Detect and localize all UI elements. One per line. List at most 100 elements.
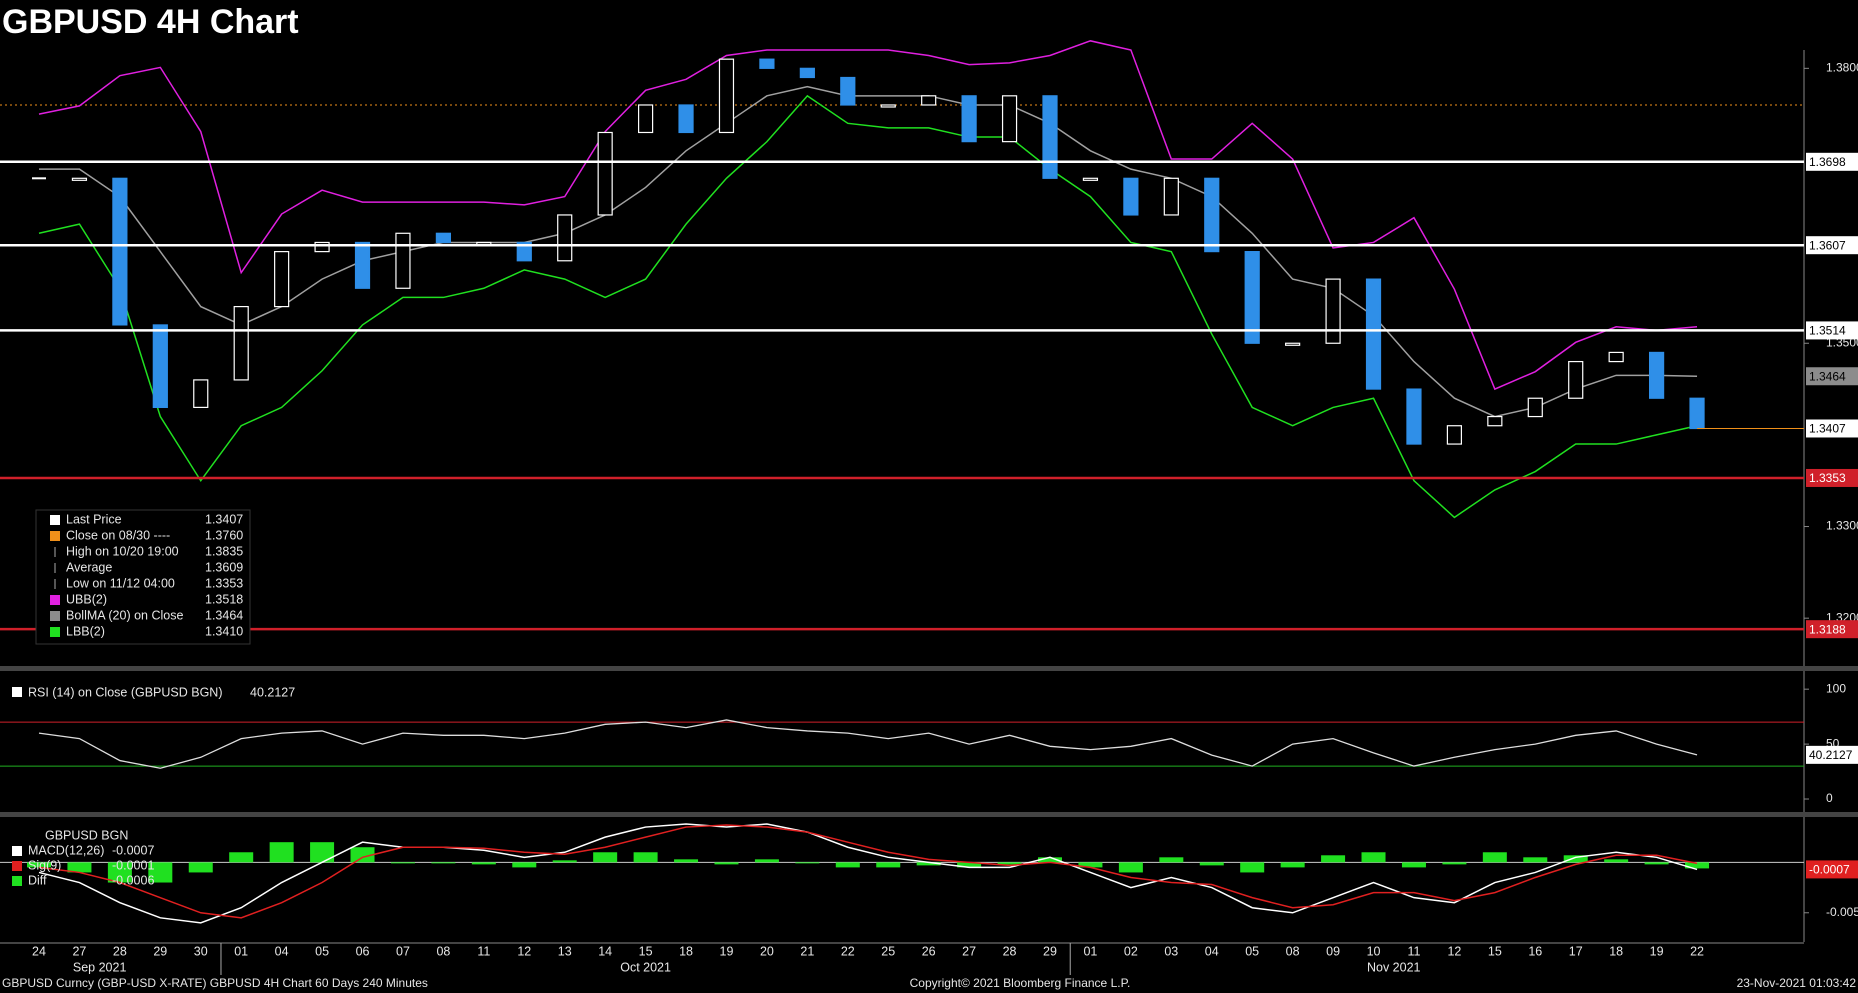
candle — [1648, 351, 1665, 399]
candle — [1244, 251, 1260, 344]
histogram-bar — [1685, 862, 1710, 869]
x-tick-label: 05 — [1245, 944, 1259, 958]
last-value-box — [1806, 745, 1858, 764]
legend-label: BollMA (20) on Close — [66, 608, 183, 622]
legend-value: 1.3407 — [205, 512, 243, 526]
histogram-bar — [795, 862, 820, 864]
x-tick-label: 19 — [1650, 944, 1664, 958]
x-tick-label: 16 — [1528, 944, 1542, 958]
candle — [840, 76, 856, 106]
histogram-bar — [1523, 857, 1548, 863]
series-line — [38, 824, 1698, 919]
month-label: Sep 2021 — [73, 960, 127, 974]
candle — [395, 232, 411, 289]
x-tick-label: 14 — [598, 944, 612, 958]
x-tick-label: 15 — [639, 944, 653, 958]
price-marker-label: 1.3464 — [1809, 369, 1846, 383]
candle — [112, 177, 128, 326]
level-box — [1806, 468, 1858, 487]
candle — [1689, 397, 1705, 430]
candle — [1527, 397, 1543, 418]
candle — [961, 95, 977, 143]
histogram-bar — [1280, 862, 1305, 868]
candle — [718, 58, 735, 134]
candle — [1487, 415, 1503, 427]
histogram-bar — [67, 862, 92, 873]
candle — [314, 241, 330, 253]
candle — [1446, 425, 1463, 445]
footer-center: Copyright© 2021 Bloomberg Finance L.P. — [910, 976, 1131, 990]
legend-label: Average — [66, 560, 112, 574]
x-tick-label: 25 — [881, 944, 895, 958]
histogram-bar — [1321, 855, 1346, 863]
price-marker-box — [1806, 419, 1858, 438]
candle — [1285, 342, 1301, 346]
histogram-bar — [1644, 862, 1669, 865]
candle — [193, 379, 209, 409]
histogram-bar — [1482, 852, 1507, 863]
histogram-bar — [1361, 852, 1386, 863]
legend-value: 1.3609 — [205, 560, 243, 574]
last-value-box — [1806, 860, 1858, 879]
x-tick-label: 30 — [194, 944, 208, 958]
y-tick-label: 1.3300 — [1826, 519, 1858, 533]
x-tick-label: 28 — [113, 944, 127, 958]
histogram-bar — [957, 862, 982, 868]
panel-title: GBPUSD BGN — [45, 828, 128, 842]
level-label: 1.3698 — [1809, 155, 1846, 169]
histogram-bar — [1401, 862, 1426, 868]
candle — [152, 324, 168, 409]
histogram-bar — [754, 859, 779, 863]
histogram-bar — [1038, 857, 1062, 863]
legend-swatch — [50, 627, 60, 637]
legend-value: 1.3410 — [205, 624, 243, 638]
y-tick-label: 100 — [1826, 681, 1846, 695]
histogram-bar — [1604, 859, 1629, 863]
histogram-bar — [997, 862, 1022, 865]
x-tick-label: 03 — [1164, 944, 1178, 958]
panel-separator — [0, 812, 1858, 817]
candle — [1365, 278, 1382, 390]
x-tick-label: 18 — [679, 944, 693, 958]
x-tick-label: 29 — [1043, 944, 1057, 958]
legend-label: LBB(2) — [66, 624, 105, 638]
histogram-bar — [835, 862, 860, 868]
x-tick-label: 09 — [1326, 944, 1340, 958]
x-tick-label: 20 — [760, 944, 774, 958]
x-tick-label: 06 — [356, 944, 370, 958]
histogram-bar — [350, 847, 375, 863]
candle — [637, 104, 654, 134]
x-tick-label: 05 — [315, 944, 329, 958]
candle — [1325, 278, 1341, 344]
legend-swatch — [12, 846, 22, 856]
x-tick-label: 27 — [962, 944, 976, 958]
histogram-bar — [1240, 862, 1265, 873]
candle — [1123, 177, 1139, 216]
histogram-bar — [714, 862, 739, 865]
histogram-bar — [512, 862, 537, 868]
legend-swatch — [50, 515, 60, 525]
candle — [354, 241, 371, 289]
candle — [880, 104, 896, 108]
x-tick-label: 24 — [32, 944, 46, 958]
histogram-bar — [593, 852, 618, 863]
histogram-bar — [1159, 857, 1184, 863]
panel-separator — [0, 666, 1858, 671]
candle — [516, 241, 532, 262]
candle — [799, 67, 815, 79]
legend-swatch — [50, 611, 60, 621]
legend-swatch — [12, 876, 22, 886]
level-label: 1.3514 — [1809, 324, 1846, 338]
legend-box — [35, 509, 251, 645]
last-value-label: -0.0007 — [1809, 863, 1850, 877]
candle — [597, 131, 613, 216]
histogram-bar — [27, 862, 51, 868]
histogram-bar — [148, 862, 173, 883]
x-tick-label: 07 — [396, 944, 410, 958]
histogram-bar — [1199, 862, 1224, 866]
candle — [233, 305, 249, 381]
x-tick-label: 04 — [275, 944, 289, 958]
histogram-bar — [633, 852, 658, 863]
histogram-bar — [876, 862, 901, 868]
histogram-bar — [390, 862, 415, 864]
